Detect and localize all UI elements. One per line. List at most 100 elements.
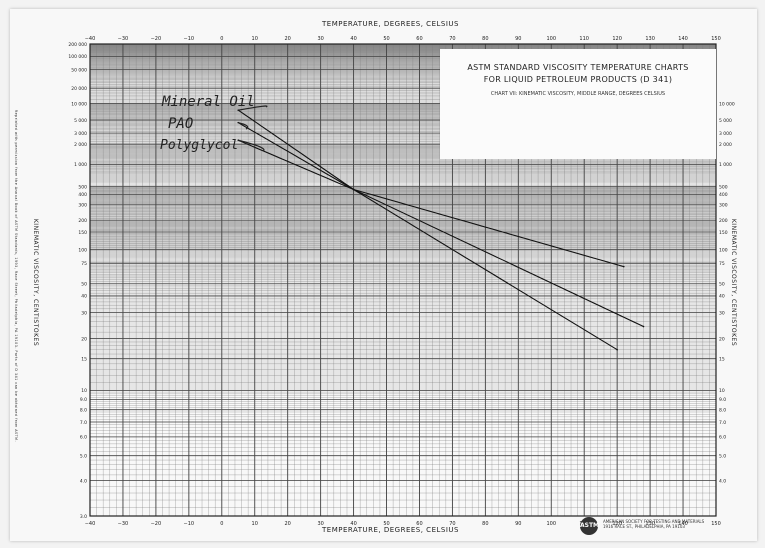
x-tick-label-bottom: 30 (317, 521, 323, 527)
publisher-footer: AMERICAN SOCIETY FOR TESTING AND MATERIA… (603, 519, 704, 529)
chart-page: −40 −40 −30 −30 −20 −20 −10 −10 0 0 10 10 20 20 30 30 40… (10, 9, 757, 541)
chart-label: CHART VII: KINEMATIC VISCOSITY, MIDDLE R… (490, 91, 666, 97)
y-tick-label-left: 50 (81, 282, 87, 288)
footer-line-2: 1916 RACE ST., PHILADELPHIA, PA 19103 (603, 524, 685, 529)
annotation-pao: PAO (168, 116, 194, 132)
y-tick-label-left: 20 (81, 336, 87, 342)
y-tick-label-left: 3.0 (80, 514, 87, 520)
annotation-arrow (238, 139, 265, 152)
reprint-permission-text: Reprinted with permission from the Annua… (14, 109, 19, 443)
y-tick-label-left: 6.0 (80, 435, 87, 441)
plot-frame (89, 43, 717, 517)
x-tick-label-top: 110 (579, 36, 589, 42)
y-tick-label-right: 10 000 (719, 101, 735, 107)
y-tick-label-left: 1 000 (74, 162, 87, 168)
x-tick-label-top: 60 (416, 36, 422, 42)
x-tick-label-top: 20 (284, 36, 290, 42)
y-tick-label-right: 150 (719, 230, 728, 236)
y-tick-label-right: 5 000 (719, 118, 732, 124)
x-tick-label-top: −30 (118, 36, 129, 42)
x-tick-label-bottom: 60 (416, 521, 422, 527)
x-tick-label-top: 0 (220, 36, 223, 42)
y-tick-label-left: 5 000 (74, 118, 87, 124)
x-tick-label-bottom: 140 (678, 521, 688, 527)
series-point-mineral-oil (616, 348, 618, 351)
chart-title: ASTM STANDARD VISCOSITY TEMPERATURE CHAR… (467, 63, 689, 72)
footer-line-1: AMERICAN SOCIETY FOR TESTING AND MATERIA… (603, 519, 705, 524)
y-tick-label-right: 8.0 (719, 408, 726, 414)
x-tick-label-bottom: 80 (482, 521, 488, 527)
y-tick-label-right: 6.0 (719, 435, 726, 441)
y-tick-label-left: 150 (78, 230, 87, 236)
y-tick-label-right: 7.0 (719, 420, 726, 426)
y-tick-label-left: 75 (81, 261, 87, 267)
y-tick-label-right: 50 (719, 282, 725, 288)
x-tick-label-top: 80 (482, 36, 488, 42)
x-axis-title-bottom: TEMPERATURE, DEGREES, CELSIUS (322, 526, 459, 534)
y-tick-label-left: 2 000 (74, 142, 87, 148)
y-tick-label-left: 100 (78, 248, 87, 254)
annotation-arrow (238, 122, 249, 130)
series-point-polyglycol (352, 188, 355, 191)
y-tick-label-right: 30 (719, 310, 725, 316)
astm-logo: ASTM (580, 517, 599, 535)
annotation-polyglycol: Polyglycol (160, 138, 239, 153)
y-tick-label-right: 20 (719, 336, 725, 342)
y-tick-label-right: 3 000 (719, 131, 732, 137)
y-tick-label-left: 7.0 (80, 420, 87, 426)
series-point-polyglycol (622, 265, 625, 268)
x-tick-label-top: 100 (546, 36, 556, 42)
chart-title-box: ASTM STANDARD VISCOSITY TEMPERATURE CHAR… (440, 49, 716, 159)
y-tick-label-left: 20 000 (71, 86, 87, 92)
x-tick-label-top: 30 (317, 36, 323, 42)
y-tick-label-left: 200 (78, 218, 87, 224)
annotation-arrow (238, 105, 268, 111)
y-tick-label-left: 500 (78, 184, 87, 190)
y-tick-label-right: 500 (719, 184, 728, 190)
y-tick-label-right: 5.0 (719, 453, 726, 459)
y-tick-label-right: 300 (719, 203, 728, 209)
x-tick-label-top: −20 (151, 36, 162, 42)
x-tick-label-top: −40 (85, 36, 96, 42)
y-tick-label-left: 4.0 (80, 478, 87, 484)
x-tick-label-top: 150 (711, 36, 721, 42)
y-tick-label-right: 1 000 (719, 162, 732, 168)
x-tick-label-top: 40 (350, 36, 356, 42)
x-tick-label-bottom: −40 (85, 521, 96, 527)
x-tick-label-bottom: 70 (449, 521, 455, 527)
x-tick-label-bottom: 20 (284, 521, 290, 527)
x-tick-label-bottom: 50 (383, 521, 389, 527)
x-tick-label-top: 90 (515, 36, 521, 42)
x-tick-label-top: 70 (449, 36, 455, 42)
y-tick-label-right: 15 (719, 357, 725, 363)
y-tick-label-left: 9.0 (80, 397, 87, 403)
annotation-mineral-oil: Mineral Oil (162, 94, 255, 110)
y-tick-label-left: 30 (81, 310, 87, 316)
y-tick-label-right: 400 (719, 192, 728, 198)
x-tick-label-top: 130 (645, 36, 655, 42)
y-axis-title-left: KINEMATIC VISCOSITY, CENTISTOKES (32, 218, 40, 347)
y-tick-label-right: 75 (719, 261, 725, 267)
y-tick-label-right: 4.0 (719, 478, 726, 484)
x-tick-label-top: 140 (678, 36, 688, 42)
y-tick-label-left: 5.0 (80, 453, 87, 459)
x-tick-label-bottom: −10 (184, 521, 195, 527)
x-axis-title-top: TEMPERATURE, DEGREES, CELSIUS (322, 20, 459, 28)
chart-subtitle: FOR LIQUID PETROLEUM PRODUCTS (D 341) (483, 75, 673, 84)
y-tick-label-left: 3 000 (74, 131, 87, 137)
y-tick-label-right: 10 (719, 388, 725, 394)
y-tick-label-left: 10 (81, 388, 87, 394)
y-tick-label-left: 40 (81, 294, 87, 300)
y-tick-label-left: 200 000 (68, 42, 87, 48)
x-tick-label-top: −10 (184, 36, 195, 42)
x-tick-label-bottom: 40 (350, 521, 356, 527)
y-tick-label-left: 15 (81, 357, 87, 363)
x-tick-label-bottom: −30 (118, 521, 129, 527)
shaded-band (90, 263, 716, 391)
y-tick-label-left: 100 000 (68, 54, 87, 60)
x-tick-label-bottom: 130 (645, 521, 655, 527)
x-tick-label-bottom: 120 (612, 521, 622, 527)
y-tick-label-left: 400 (78, 192, 87, 198)
x-tick-label-top: 50 (383, 36, 389, 42)
y-tick-label-left: 8.0 (80, 408, 87, 414)
